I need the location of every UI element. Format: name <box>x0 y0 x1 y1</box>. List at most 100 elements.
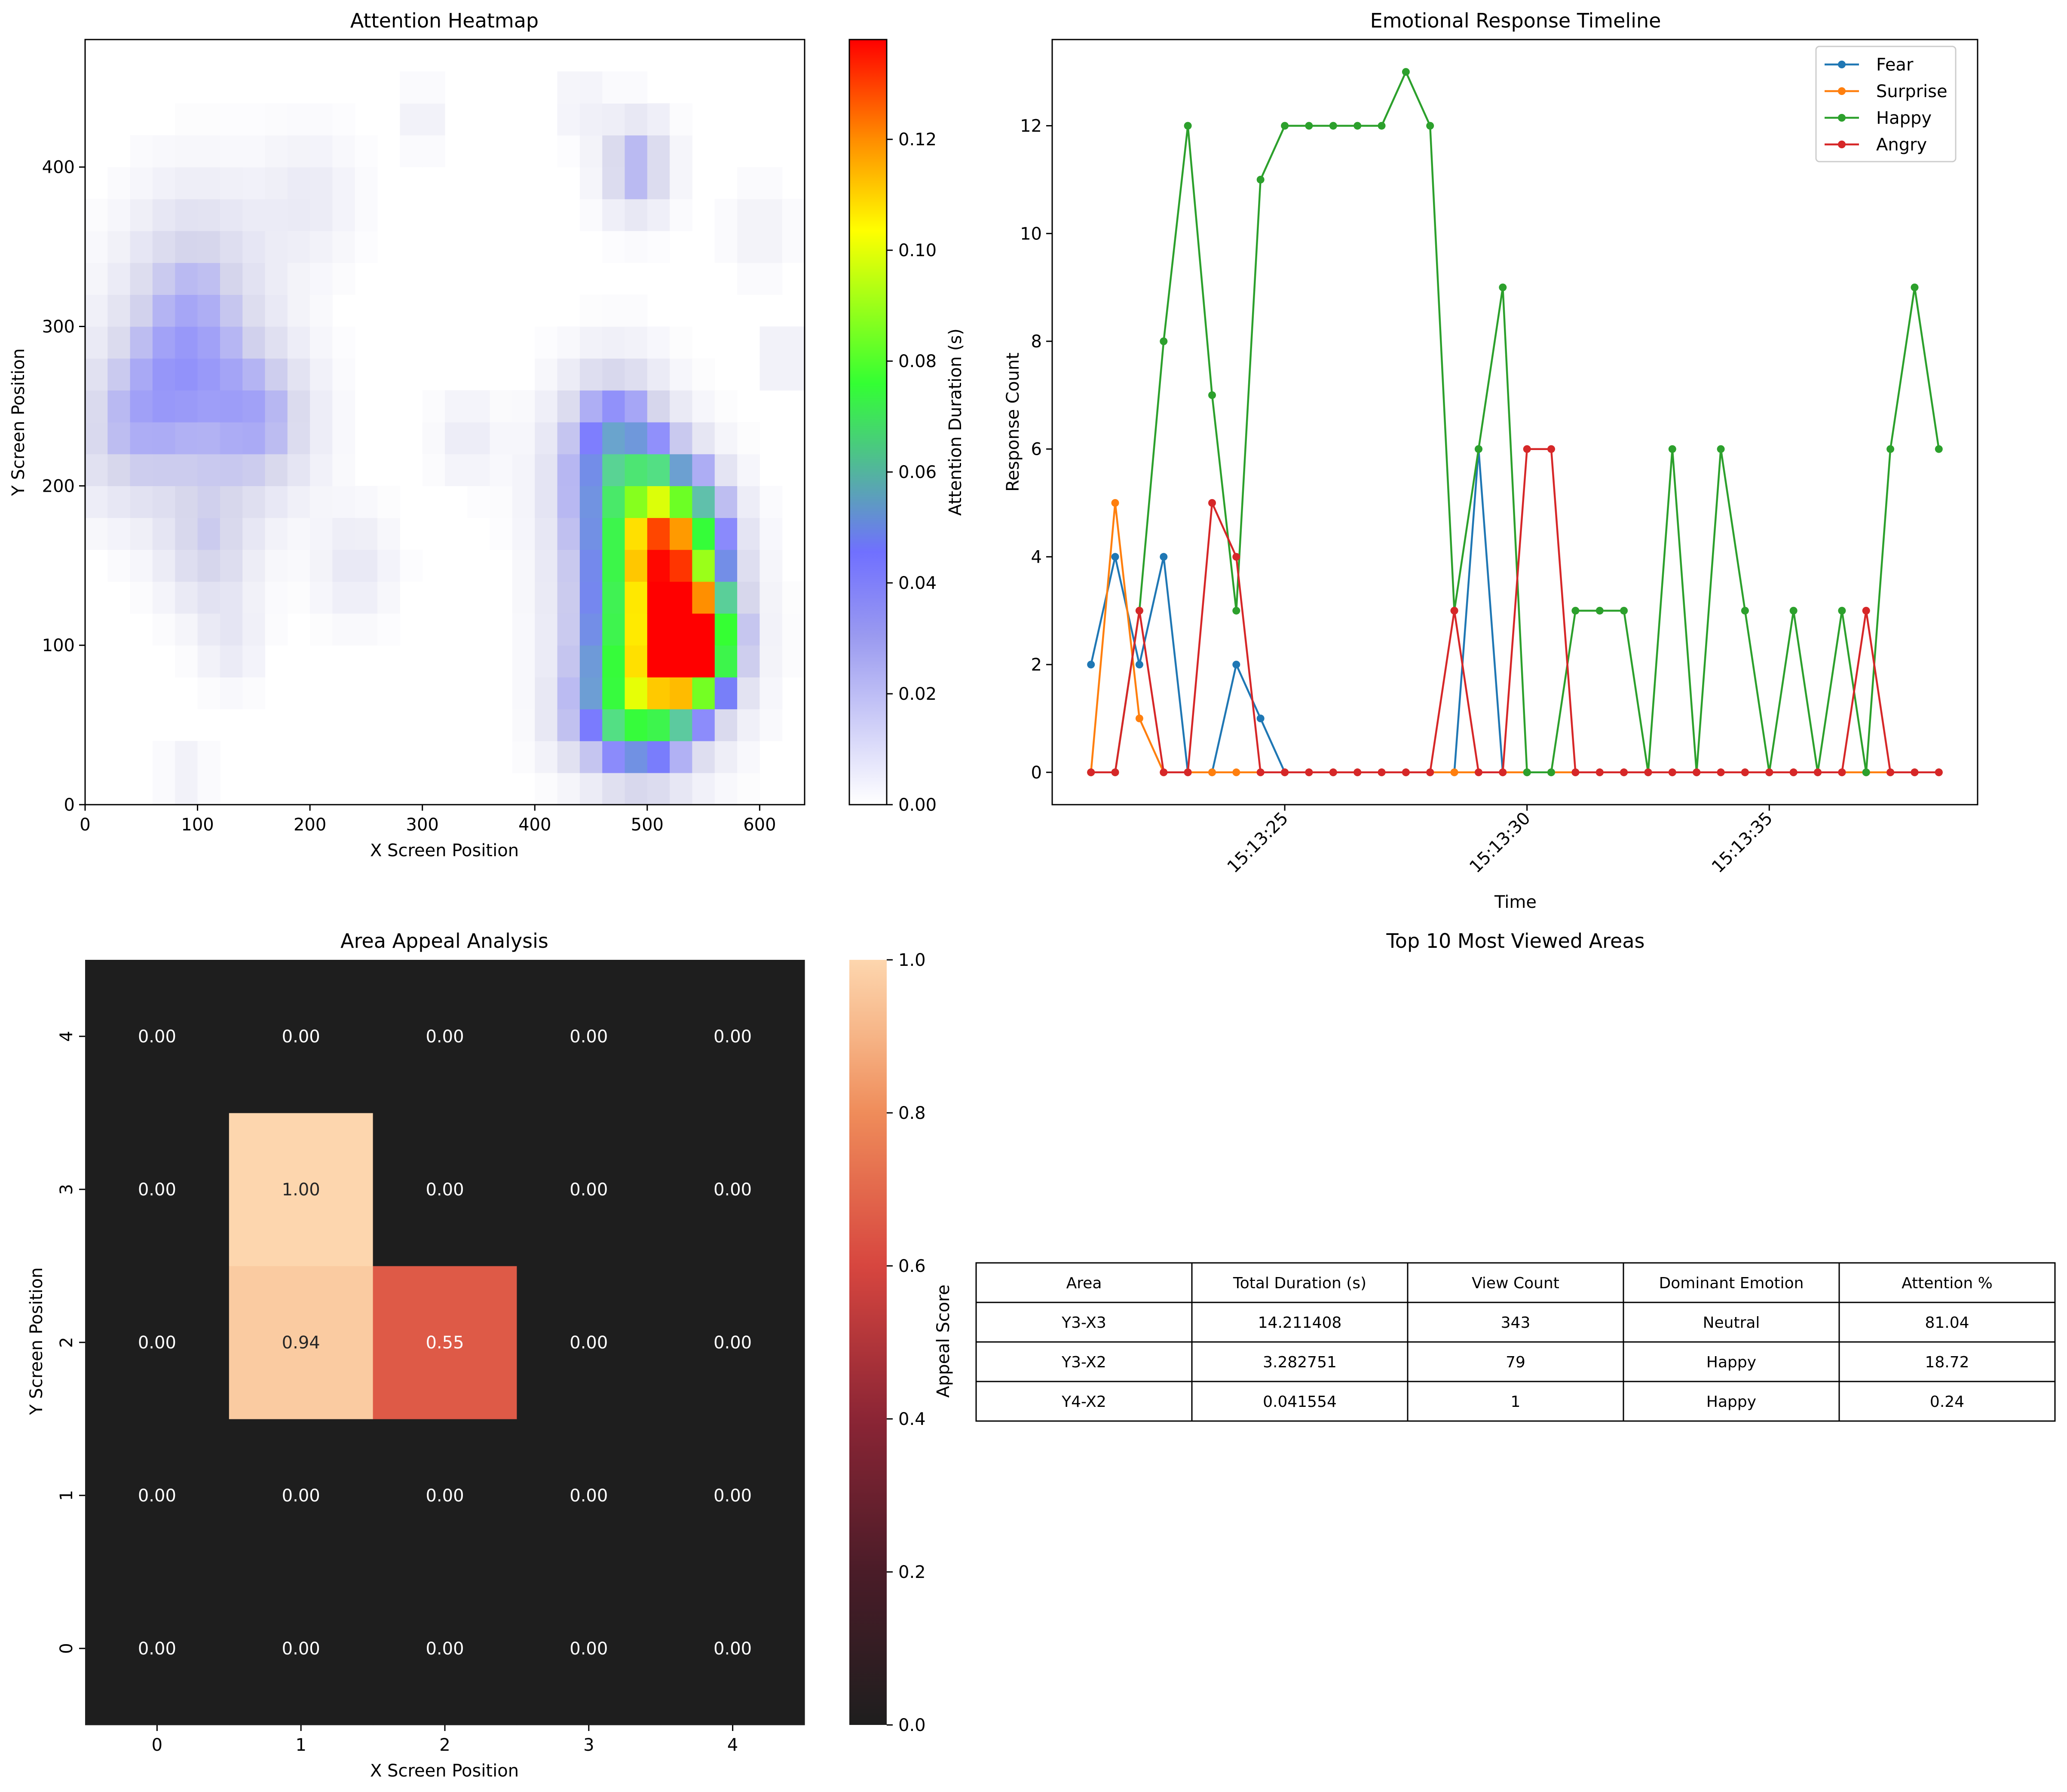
heat-cell <box>714 613 738 646</box>
appeal-cell <box>373 1419 517 1572</box>
heat-cell <box>737 709 760 741</box>
heat-cell <box>579 103 603 136</box>
heat-cell <box>85 454 108 486</box>
series-angry <box>1087 445 1943 776</box>
series-point <box>1765 768 1773 776</box>
area-appeal-title: Area Appeal Analysis <box>340 929 548 953</box>
series-point <box>1281 768 1289 776</box>
heat-cell <box>625 741 648 773</box>
heat-cell <box>579 358 603 391</box>
heat-cell <box>197 772 220 805</box>
appeal-cell <box>85 1419 230 1572</box>
heat-cell <box>557 549 580 582</box>
heat-cell <box>220 103 243 136</box>
y-tick-label: 2 <box>57 1337 77 1348</box>
heat-cell <box>355 549 378 582</box>
series-point <box>1571 768 1580 776</box>
heat-cell <box>647 231 670 263</box>
appeal-cell <box>229 1266 374 1419</box>
area-appeal-y-label: Y Screen Position <box>27 1267 46 1415</box>
heat-cell <box>737 486 760 518</box>
heat-cell <box>625 422 648 454</box>
emotion-timeline-panel: Emotional Response Timeline 15:13:25 15:1… <box>1003 9 1978 912</box>
heat-cell <box>579 741 603 773</box>
heat-cell <box>670 454 692 486</box>
heat-cell <box>579 135 603 168</box>
emotion-timeline-series <box>1087 68 1943 776</box>
series-point <box>1499 283 1507 291</box>
heat-cell <box>242 135 266 168</box>
heat-cell <box>85 390 108 423</box>
heat-cell <box>737 454 760 486</box>
appeal-cell-value: 0.00 <box>570 1180 608 1200</box>
heat-cell <box>512 709 535 741</box>
y-tick-label: 8 <box>1031 332 1042 352</box>
heat-cell <box>197 741 220 773</box>
attention-heatmap-x-label: X Screen Position <box>370 841 519 861</box>
heat-cell <box>220 358 243 391</box>
heat-cell <box>332 199 355 231</box>
series-point <box>1111 768 1119 776</box>
heat-cell <box>242 454 266 486</box>
heat-cell <box>579 518 603 550</box>
series-line <box>1091 70 1940 774</box>
series-point <box>1329 122 1337 130</box>
appeal-cell-value: 0.00 <box>282 1486 320 1506</box>
appeal-cell <box>661 1113 805 1266</box>
series-point <box>1305 768 1313 776</box>
series-point <box>1450 768 1458 776</box>
heat-cell <box>287 454 310 486</box>
heat-cell <box>265 135 288 168</box>
heat-cell <box>647 613 670 646</box>
series-point <box>1256 175 1265 184</box>
heat-cell <box>197 486 220 518</box>
heat-cell <box>579 549 603 582</box>
heat-cell <box>737 645 760 677</box>
y-tick-label: 200 <box>42 476 75 496</box>
heat-cell <box>782 613 805 646</box>
heat-cell <box>197 326 220 359</box>
heat-cell <box>310 167 333 199</box>
heat-cell <box>130 422 153 454</box>
heat-cell <box>579 454 603 486</box>
heat-cell <box>197 613 220 646</box>
table-cell <box>1623 1381 1840 1422</box>
heat-cell <box>759 613 783 646</box>
heat-cell <box>85 294 108 327</box>
appeal-cell-value: 0.00 <box>713 1639 752 1659</box>
heat-cell <box>130 358 153 391</box>
appeal-cell <box>85 1266 230 1419</box>
table-cell-text: 18.72 <box>1925 1354 1969 1371</box>
heat-cell <box>265 581 288 614</box>
series-point <box>1402 768 1410 776</box>
heat-cell <box>265 231 288 263</box>
appeal-colorbar <box>849 960 887 1725</box>
heat-cell <box>579 677 603 710</box>
series-point <box>1354 768 1362 776</box>
attention-colorbar-label: Attention Duration (s) <box>946 328 965 516</box>
legend-swatch-marker <box>1838 141 1846 148</box>
series-point <box>1329 768 1337 776</box>
table-cell <box>1407 1381 1624 1422</box>
heat-cell <box>579 613 603 646</box>
heat-cell <box>220 294 243 327</box>
series-point <box>1378 768 1386 776</box>
heat-cell <box>152 135 175 168</box>
series-point <box>1305 122 1313 130</box>
series-point <box>1523 768 1531 776</box>
series-point <box>1595 607 1604 615</box>
heat-cell <box>692 454 715 486</box>
heat-cell <box>355 613 378 646</box>
heat-cell <box>782 645 805 677</box>
colorbar-tick-label: 0.8 <box>898 1103 926 1123</box>
heat-cell <box>647 741 670 773</box>
emotion-timeline-y-label: Response Count <box>1003 352 1023 492</box>
series-point <box>1135 607 1143 615</box>
y-tick-label: 100 <box>42 636 75 656</box>
heat-cell <box>557 390 580 423</box>
x-tick-label: 15:13:35 <box>1708 809 1777 877</box>
heat-cell <box>647 581 670 614</box>
heat-cell <box>85 231 108 263</box>
heat-cell <box>692 613 715 646</box>
heat-cell <box>602 581 625 614</box>
